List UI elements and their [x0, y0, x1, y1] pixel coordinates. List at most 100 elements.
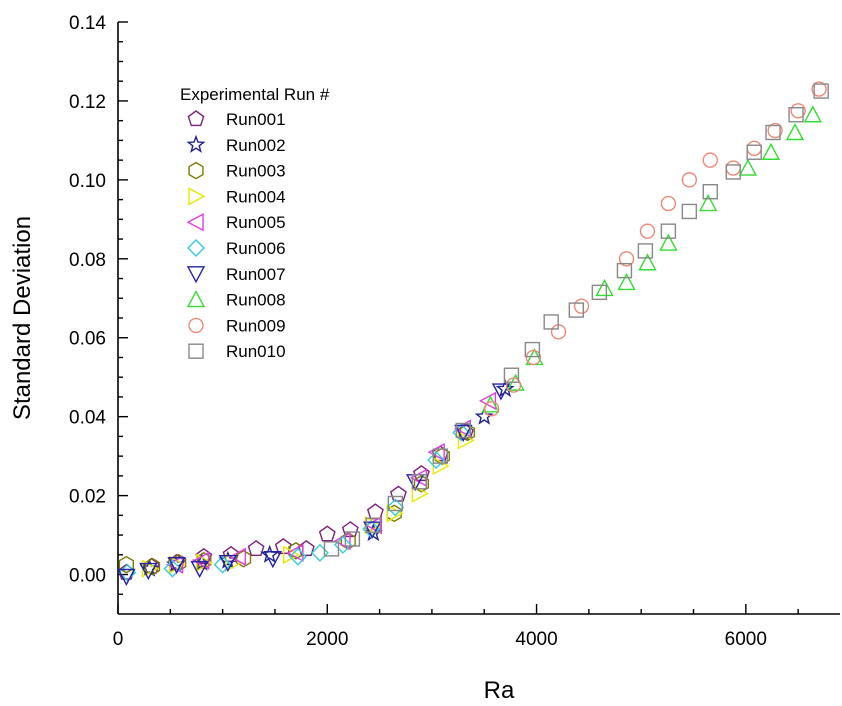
- data-point: [474, 406, 494, 425]
- data-point: [761, 142, 781, 160]
- data-point: [483, 401, 500, 417]
- data-point: [167, 556, 186, 575]
- legend-title: Experimental Run #: [180, 85, 330, 104]
- data-point: [543, 314, 559, 330]
- data-point: [389, 485, 407, 502]
- data-point: [413, 465, 430, 482]
- data-point: [659, 233, 678, 251]
- data-point: [288, 547, 307, 566]
- tick-labels: 0 2000 4000 6000 0.00 0.02 0.04 0.06 0.08 0.10 0.1…: [69, 13, 767, 650]
- legend-marker: [186, 290, 206, 308]
- data-point: [344, 531, 361, 547]
- data-point: [364, 516, 383, 535]
- legend-marker: [186, 213, 204, 232]
- x-tick-label: 2000: [306, 629, 348, 650]
- data-point: [478, 391, 497, 411]
- y-tick-label: 0.12: [69, 92, 106, 113]
- legend-label: Run010: [226, 342, 286, 361]
- data-point: [637, 243, 654, 259]
- data-point: [698, 194, 718, 212]
- y-tick-label: 0.06: [69, 329, 106, 350]
- legend-marker: [188, 187, 206, 206]
- data-point: [803, 105, 822, 123]
- data-point: [813, 83, 829, 99]
- x-tick-label: 0: [113, 629, 124, 650]
- data-point: [616, 262, 633, 279]
- legend-marker: [188, 317, 204, 334]
- data-point: [459, 423, 476, 442]
- legend-marker: [186, 266, 206, 284]
- data-point: [195, 547, 213, 564]
- y-tick-label: 0.10: [69, 171, 106, 192]
- legend: Experimental Run # Run001 Run002 Run003 Run…: [180, 85, 330, 361]
- data-point: [785, 123, 805, 141]
- legend-label: Run001: [226, 110, 286, 129]
- data-point: [235, 549, 252, 568]
- data-point: [746, 144, 762, 160]
- data-point: [323, 541, 340, 557]
- series-run009: [483, 81, 827, 417]
- data-point: [363, 521, 382, 539]
- x-axis-title: Ra: [484, 677, 515, 704]
- data-point: [639, 223, 656, 239]
- legend-label: Run005: [226, 213, 286, 232]
- legend-label: Run006: [226, 239, 286, 258]
- data-point: [263, 551, 283, 569]
- data-point: [454, 424, 473, 442]
- data-point: [811, 81, 827, 97]
- data-point: [638, 253, 657, 271]
- data-point: [411, 484, 429, 503]
- data-point: [117, 568, 136, 586]
- data-point: [411, 474, 428, 490]
- x-tick-label: 4000: [515, 629, 557, 650]
- legend-item: Run001: [187, 110, 286, 129]
- data-point: [788, 107, 804, 123]
- data-point: [260, 544, 280, 563]
- legend-label: Run004: [226, 187, 286, 206]
- legend-label: Run007: [226, 265, 286, 284]
- data-point: [525, 349, 542, 366]
- data-point: [738, 158, 758, 176]
- data-point: [427, 443, 445, 462]
- data-point: [432, 448, 448, 464]
- data-point: [573, 298, 590, 314]
- legend-item: Run007: [186, 265, 286, 284]
- data-point: [725, 160, 741, 176]
- legend-label: Run009: [226, 316, 286, 335]
- data-point: [386, 498, 405, 517]
- data-points: [117, 81, 829, 586]
- data-point: [386, 504, 404, 523]
- legend-item: Run005: [186, 213, 286, 232]
- legend-label: Run008: [226, 291, 286, 310]
- legend-label: Run002: [226, 136, 286, 155]
- data-point: [139, 562, 158, 581]
- legend-item: Run002: [186, 134, 286, 155]
- data-point: [660, 195, 677, 212]
- legend-marker: [188, 161, 204, 180]
- x-tick-label: 6000: [725, 629, 767, 650]
- y-tick-label: 0.00: [69, 566, 106, 587]
- series-run003: [118, 423, 476, 576]
- series-run005: [166, 391, 497, 574]
- data-point: [746, 140, 762, 156]
- data-point: [228, 547, 247, 566]
- data-point: [168, 555, 187, 574]
- y-tick-label: 0.02: [69, 487, 106, 508]
- series-run008: [481, 105, 822, 413]
- data-point: [213, 555, 232, 574]
- legend-label: Run003: [226, 162, 286, 181]
- data-point: [495, 379, 515, 398]
- series-run002: [139, 379, 515, 577]
- data-point: [767, 122, 783, 139]
- data-point: [163, 559, 182, 578]
- data-point: [365, 517, 382, 533]
- tick-marks: [117, 21, 799, 614]
- y-tick-label: 0.08: [69, 250, 106, 271]
- y-tick-label: 0.04: [69, 408, 106, 429]
- data-point: [702, 184, 718, 200]
- data-point: [503, 367, 520, 383]
- y-tick-label: 0.14: [69, 13, 106, 34]
- legend-marker: [188, 343, 204, 359]
